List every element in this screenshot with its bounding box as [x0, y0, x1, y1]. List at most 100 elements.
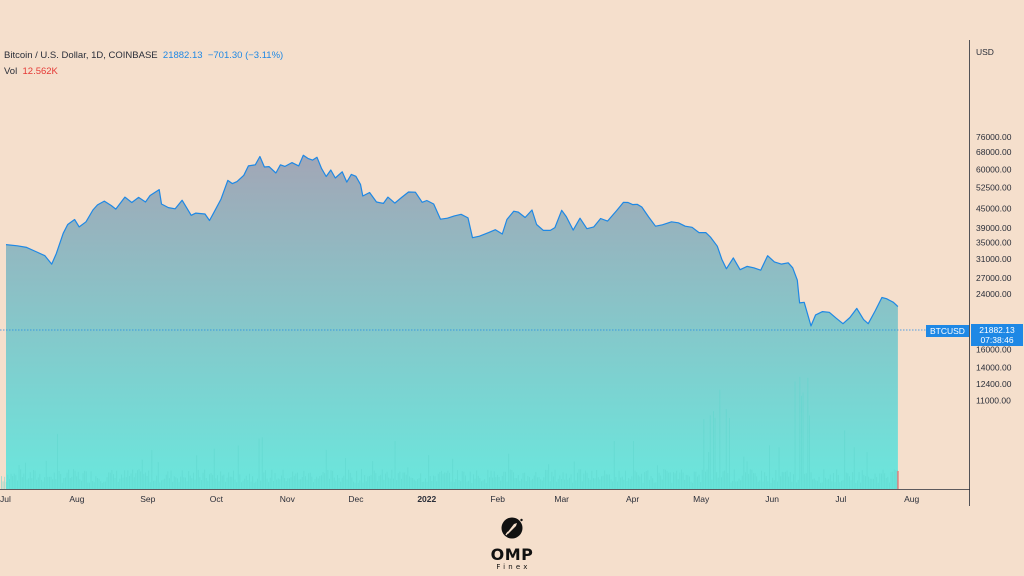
volume-bar	[645, 471, 647, 489]
volume-bar	[799, 376, 801, 489]
volume-bar	[725, 409, 727, 489]
volume-bar	[260, 480, 262, 489]
volume-bar	[465, 475, 466, 489]
volume-bar	[543, 477, 545, 489]
volume-bar	[29, 472, 31, 489]
volume-bar	[583, 473, 585, 489]
volume-bar	[394, 441, 396, 489]
volume-bar	[639, 476, 641, 489]
volume-bar	[732, 481, 734, 489]
volume-bar	[330, 470, 332, 489]
y-tick-label: 35000.00	[976, 238, 1012, 248]
volume-bar	[737, 481, 738, 489]
volume-bar	[213, 448, 215, 489]
volume-bar	[701, 469, 703, 489]
volume-bar	[693, 471, 695, 489]
volume-bar	[129, 476, 130, 489]
volume-bar	[577, 472, 578, 489]
volume-bar	[348, 469, 350, 489]
volume-bar	[743, 456, 745, 489]
volume-bar	[882, 469, 884, 489]
volume-bar	[186, 481, 188, 489]
volume-bar	[122, 477, 124, 489]
volume-bar	[97, 478, 98, 489]
volume-bar	[332, 470, 334, 489]
volume-bar	[303, 470, 305, 489]
volume-bar	[500, 480, 502, 489]
volume-bar	[111, 470, 113, 489]
volume-bar	[289, 478, 290, 489]
volume-bar	[823, 469, 825, 489]
volume-bar	[53, 472, 55, 489]
volume-bar	[301, 477, 303, 489]
volume-bar	[666, 471, 668, 489]
volume-bar	[98, 478, 100, 489]
volume-bar	[245, 475, 247, 489]
volume-bar	[93, 482, 95, 489]
volume-bar	[172, 481, 174, 489]
volume-bar	[361, 469, 362, 489]
volume-bar	[145, 472, 146, 489]
volume-bar	[421, 482, 423, 489]
volume-bar	[522, 473, 524, 489]
y-tick-label: 60000.00	[976, 164, 1012, 174]
volume-bar	[50, 476, 52, 489]
volume-bar	[319, 476, 321, 489]
volume-bar	[813, 478, 815, 489]
volume-bar	[780, 476, 782, 489]
volume-bar	[418, 478, 420, 489]
volume-bar	[609, 474, 610, 489]
volume-bar	[829, 474, 831, 489]
volume-bar	[818, 476, 820, 489]
volume-bar	[769, 445, 770, 489]
chart-legend: Bitcoin / U.S. Dollar, 1D, COINBASE 2188…	[4, 48, 283, 80]
volume-bar	[340, 481, 342, 489]
volume-bar	[596, 470, 598, 489]
volume-bar	[684, 479, 686, 489]
volume-bar	[71, 476, 73, 489]
volume-bar	[311, 476, 313, 489]
volume-bar	[849, 476, 850, 489]
volume-bar	[721, 477, 722, 489]
volume-bar	[719, 389, 721, 489]
volume-bar	[649, 479, 650, 489]
volume-bar	[825, 477, 826, 489]
volume-row[interactable]: Vol 12.562K	[4, 64, 283, 80]
volume-bar	[836, 469, 838, 489]
volume-bar	[809, 415, 810, 489]
volume-bar	[663, 469, 665, 489]
volume-bar	[337, 475, 338, 489]
volume-bar	[564, 479, 566, 489]
volume-bar	[141, 459, 143, 489]
volume-bar	[77, 471, 79, 489]
volume-bar	[381, 469, 383, 489]
volume-bar	[777, 481, 778, 489]
volume-bar	[60, 474, 62, 489]
volume-bar	[89, 482, 90, 489]
volume-bar	[588, 478, 590, 489]
volume-bar	[671, 482, 673, 489]
volume-bar	[748, 473, 750, 489]
volume-bar	[293, 475, 295, 489]
volume-bar	[436, 481, 438, 489]
volume-bar	[626, 481, 628, 489]
symbol-row[interactable]: Bitcoin / U.S. Dollar, 1D, COINBASE 2188…	[4, 48, 283, 64]
volume-bar	[393, 478, 394, 489]
x-tick-label: Sep	[140, 494, 155, 504]
volume-bar	[873, 478, 874, 489]
volume-bar	[858, 472, 860, 489]
volume-bar	[866, 452, 868, 489]
volume-bar	[612, 481, 614, 489]
time-axis[interactable]: Jul Aug Sep Oct Nov Dec 2022 Feb Mar Apr May Jun Jul…	[0, 494, 920, 504]
volume-bar	[546, 470, 548, 489]
volume-bar	[636, 472, 638, 489]
y-tick-label: 76000.00	[976, 132, 1012, 142]
volume-bar	[751, 469, 753, 489]
volume-bar	[562, 472, 564, 489]
volume-bar	[441, 470, 442, 489]
volume-bar	[154, 480, 156, 489]
price-axis[interactable]: 76000.00 68000.00 60000.00 52500.00 45000.00…	[976, 132, 1012, 405]
volume-bar	[490, 470, 492, 489]
volume-bar	[321, 475, 322, 489]
